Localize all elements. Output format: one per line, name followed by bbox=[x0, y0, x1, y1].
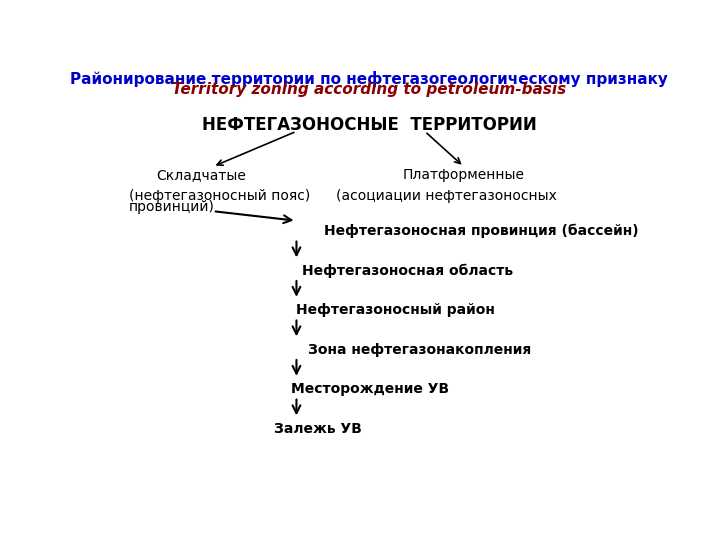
Text: Зона нефтегазонакопления: Зона нефтегазонакопления bbox=[307, 342, 531, 356]
Text: Territory zoning according to petroleum-basis: Territory zoning according to petroleum-… bbox=[172, 82, 566, 97]
Text: Районирование территории по нефтегазогеологическому признаку: Районирование территории по нефтегазогео… bbox=[70, 71, 668, 87]
Text: Залежь УВ: Залежь УВ bbox=[274, 422, 362, 436]
Text: (асоциации нефтегазоносных: (асоциации нефтегазоносных bbox=[336, 189, 557, 203]
Text: Нефтегазоносная область: Нефтегазоносная область bbox=[302, 264, 513, 278]
Text: провинций): провинций) bbox=[129, 200, 215, 214]
Text: Нефтегазоносная провинция (бассейн): Нефтегазоносная провинция (бассейн) bbox=[324, 224, 639, 238]
Text: НЕФТЕГАЗОНОСНЫЕ  ТЕРРИТОРИИ: НЕФТЕГАЗОНОСНЫЕ ТЕРРИТОРИИ bbox=[202, 116, 536, 134]
Text: Нефтегазоносный район: Нефтегазоносный район bbox=[297, 303, 495, 317]
Text: Складчатые: Складчатые bbox=[157, 168, 246, 182]
Text: (нефтегазоносный пояс): (нефтегазоносный пояс) bbox=[129, 189, 310, 203]
Text: Платформенные: Платформенные bbox=[403, 168, 525, 182]
Text: Месторождение УВ: Месторождение УВ bbox=[291, 382, 449, 396]
